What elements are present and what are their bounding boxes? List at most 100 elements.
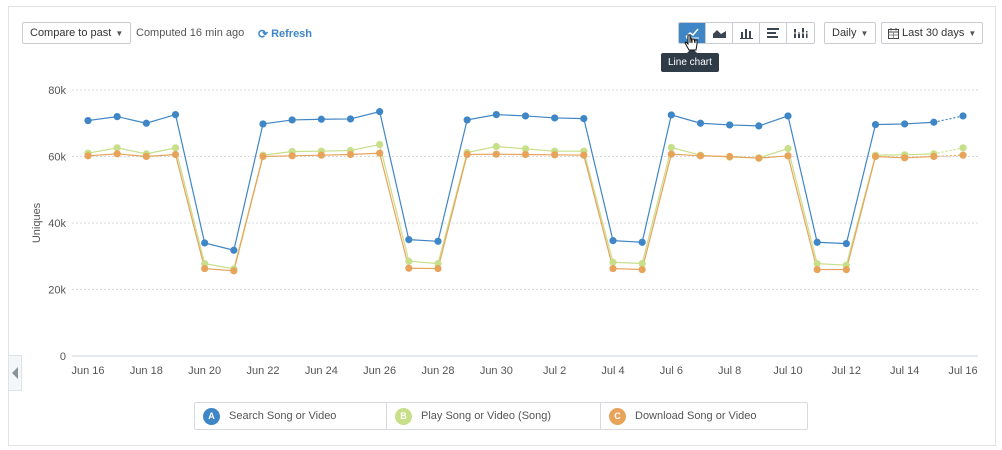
data-point[interactable] [959,144,967,152]
data-point[interactable] [346,115,355,123]
data-point[interactable] [113,113,121,121]
date-range-dropdown[interactable]: Last 30 days ▼ [881,22,984,44]
data-point[interactable] [638,259,646,268]
x-tick-label: Jul 16 [948,365,977,377]
data-point[interactable] [638,238,646,246]
data-point[interactable] [609,258,617,266]
series-badge: C [609,407,626,425]
data-point[interactable] [142,119,150,127]
data-point[interactable] [288,116,296,124]
data-point[interactable] [405,236,413,244]
horizontal-bar-button[interactable] [760,23,787,43]
data-point[interactable] [113,150,121,158]
data-point[interactable] [667,143,675,152]
computed-status: Computed 16 min ago [136,27,245,39]
data-point[interactable] [84,116,92,125]
data-point[interactable] [376,140,384,149]
data-point[interactable] [755,154,763,162]
data-point[interactable] [609,264,617,273]
stacked-bar-button[interactable] [787,23,814,43]
area-chart-button[interactable] [706,23,733,43]
data-point[interactable] [434,259,442,268]
legend-item-b[interactable]: B Play Song or Video (Song) [387,403,601,429]
data-point[interactable] [667,150,675,158]
y-tick-label: 0 [60,351,66,363]
data-point[interactable] [580,151,588,159]
data-point[interactable] [901,154,909,162]
data-point[interactable] [521,112,530,120]
data-point[interactable] [521,150,530,159]
data-point[interactable] [521,145,530,153]
data-point[interactable] [434,264,442,273]
refresh-button[interactable]: ⟳ Refresh [258,27,312,41]
data-point[interactable] [696,119,705,127]
data-point[interactable] [259,152,267,161]
data-point[interactable] [492,150,500,158]
data-point[interactable] [871,120,880,129]
data-point[interactable] [405,257,413,265]
data-point[interactable] [609,237,617,245]
data-point[interactable] [959,151,967,159]
legend-item-c[interactable]: C Download Song or Video [601,403,807,429]
x-tick-label: Jun 18 [130,365,163,377]
data-point[interactable] [667,111,675,119]
data-point[interactable] [405,264,413,272]
data-point[interactable] [755,122,763,130]
x-tick-label: Jun 30 [480,365,513,377]
compare-dropdown[interactable]: Compare to past ▼ [22,22,132,44]
data-point[interactable] [696,152,705,160]
data-point[interactable] [171,144,180,152]
data-point[interactable] [813,259,821,268]
data-point[interactable] [959,112,967,120]
data-point[interactable] [930,118,938,126]
data-point[interactable] [201,259,209,268]
data-point[interactable] [463,116,471,124]
area-chart-icon [712,30,726,38]
data-point[interactable] [84,152,92,160]
interval-dropdown[interactable]: Daily ▼ [824,22,877,44]
data-point[interactable] [317,115,325,123]
data-point[interactable] [230,267,238,275]
data-point[interactable] [784,112,792,120]
x-tick-label: Jul 14 [890,365,919,377]
data-point[interactable] [813,238,821,246]
legend-item-a[interactable]: A Search Song or Video [195,403,387,429]
data-point[interactable] [142,152,150,161]
data-point[interactable] [463,150,471,159]
data-point[interactable] [638,265,646,274]
data-point[interactable] [813,265,821,274]
data-point[interactable] [376,149,384,157]
data-point[interactable] [259,120,267,128]
data-point[interactable] [201,264,209,273]
data-point[interactable] [930,152,938,161]
data-point[interactable] [551,114,559,122]
data-point[interactable] [317,151,325,159]
data-point[interactable] [288,152,296,160]
data-point[interactable] [551,151,559,159]
data-point[interactable] [346,150,355,159]
data-point[interactable] [434,237,442,245]
x-tick-label: Jul 2 [543,365,566,377]
data-point[interactable] [726,121,734,129]
collapse-sidebar-tab[interactable] [8,355,22,391]
data-point[interactable] [376,108,384,116]
data-point[interactable] [784,152,792,160]
data-point[interactable] [842,240,850,248]
bar-chart-button[interactable] [733,23,760,43]
data-point[interactable] [201,239,209,247]
data-point[interactable] [171,150,180,159]
data-point[interactable] [230,246,238,254]
chart-type-selector [678,22,815,44]
data-point[interactable] [842,265,850,274]
data-point[interactable] [901,120,909,128]
data-point[interactable] [113,144,121,152]
data-point[interactable] [726,152,734,161]
data-point[interactable] [171,111,180,119]
data-point[interactable] [580,114,588,123]
data-point[interactable] [871,152,880,161]
chart-legend: A Search Song or Video B Play Song or Vi… [194,402,808,430]
date-range-label: Last 30 days [902,27,965,39]
data-point[interactable] [492,142,500,151]
data-point[interactable] [492,111,500,119]
data-point[interactable] [784,144,792,153]
